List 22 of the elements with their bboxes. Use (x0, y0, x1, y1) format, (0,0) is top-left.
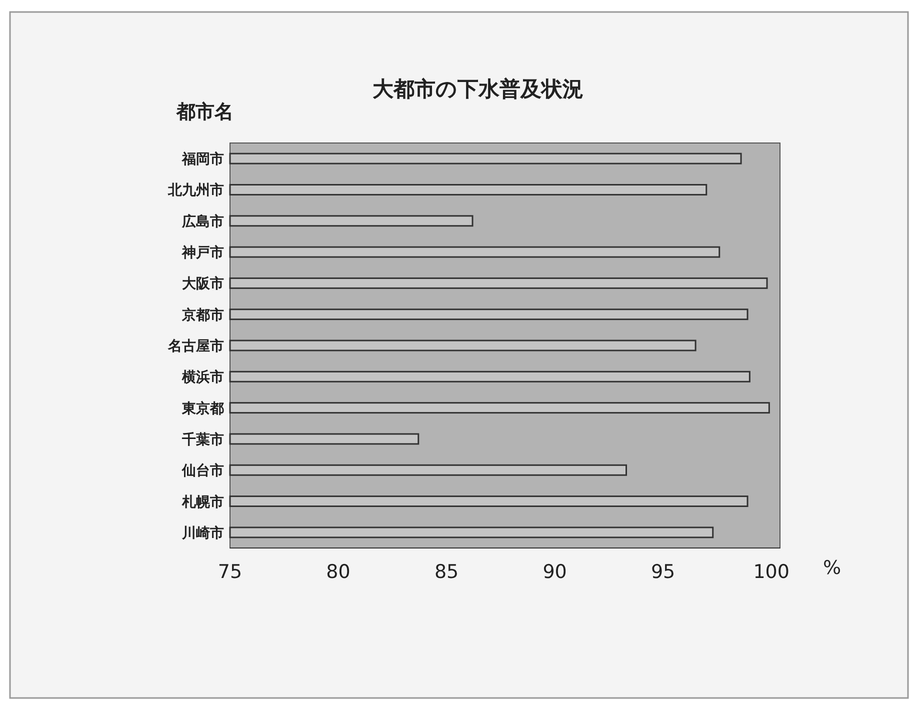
x-tick-label: 75 (218, 561, 242, 583)
y-tick-label: 札幌市 (181, 493, 224, 510)
x-tick-label: 95 (650, 561, 676, 583)
x-tick-label: 80 (326, 561, 350, 583)
x-axis-title: % (822, 557, 842, 579)
x-tick-label: 85 (434, 561, 459, 583)
y-tick-label: 川崎市 (181, 524, 224, 542)
y-tick-label: 仙台市 (181, 462, 224, 480)
y-axis-title: 都市名 (176, 101, 234, 123)
chart-title: 大都市の下水普及状況 (372, 77, 584, 101)
y-tick-label: 広島市 (181, 212, 224, 230)
y-tick-label: 福岡市 (181, 150, 224, 168)
y-tick-label: 東京都 (181, 400, 224, 417)
x-tick-label: 100 (753, 561, 790, 583)
y-tick-label: 京都市 (181, 306, 224, 324)
y-tick-label: 名古屋市 (167, 338, 224, 354)
x-tick-label: 90 (542, 561, 567, 583)
y-tick-label: 大阪市 (182, 275, 224, 292)
y-tick-label: 神戸市 (181, 244, 224, 262)
y-tick-label: 北九州市 (167, 182, 224, 199)
y-tick-label: 横浜市 (181, 368, 224, 386)
y-tick-label: 千葉市 (181, 430, 224, 448)
